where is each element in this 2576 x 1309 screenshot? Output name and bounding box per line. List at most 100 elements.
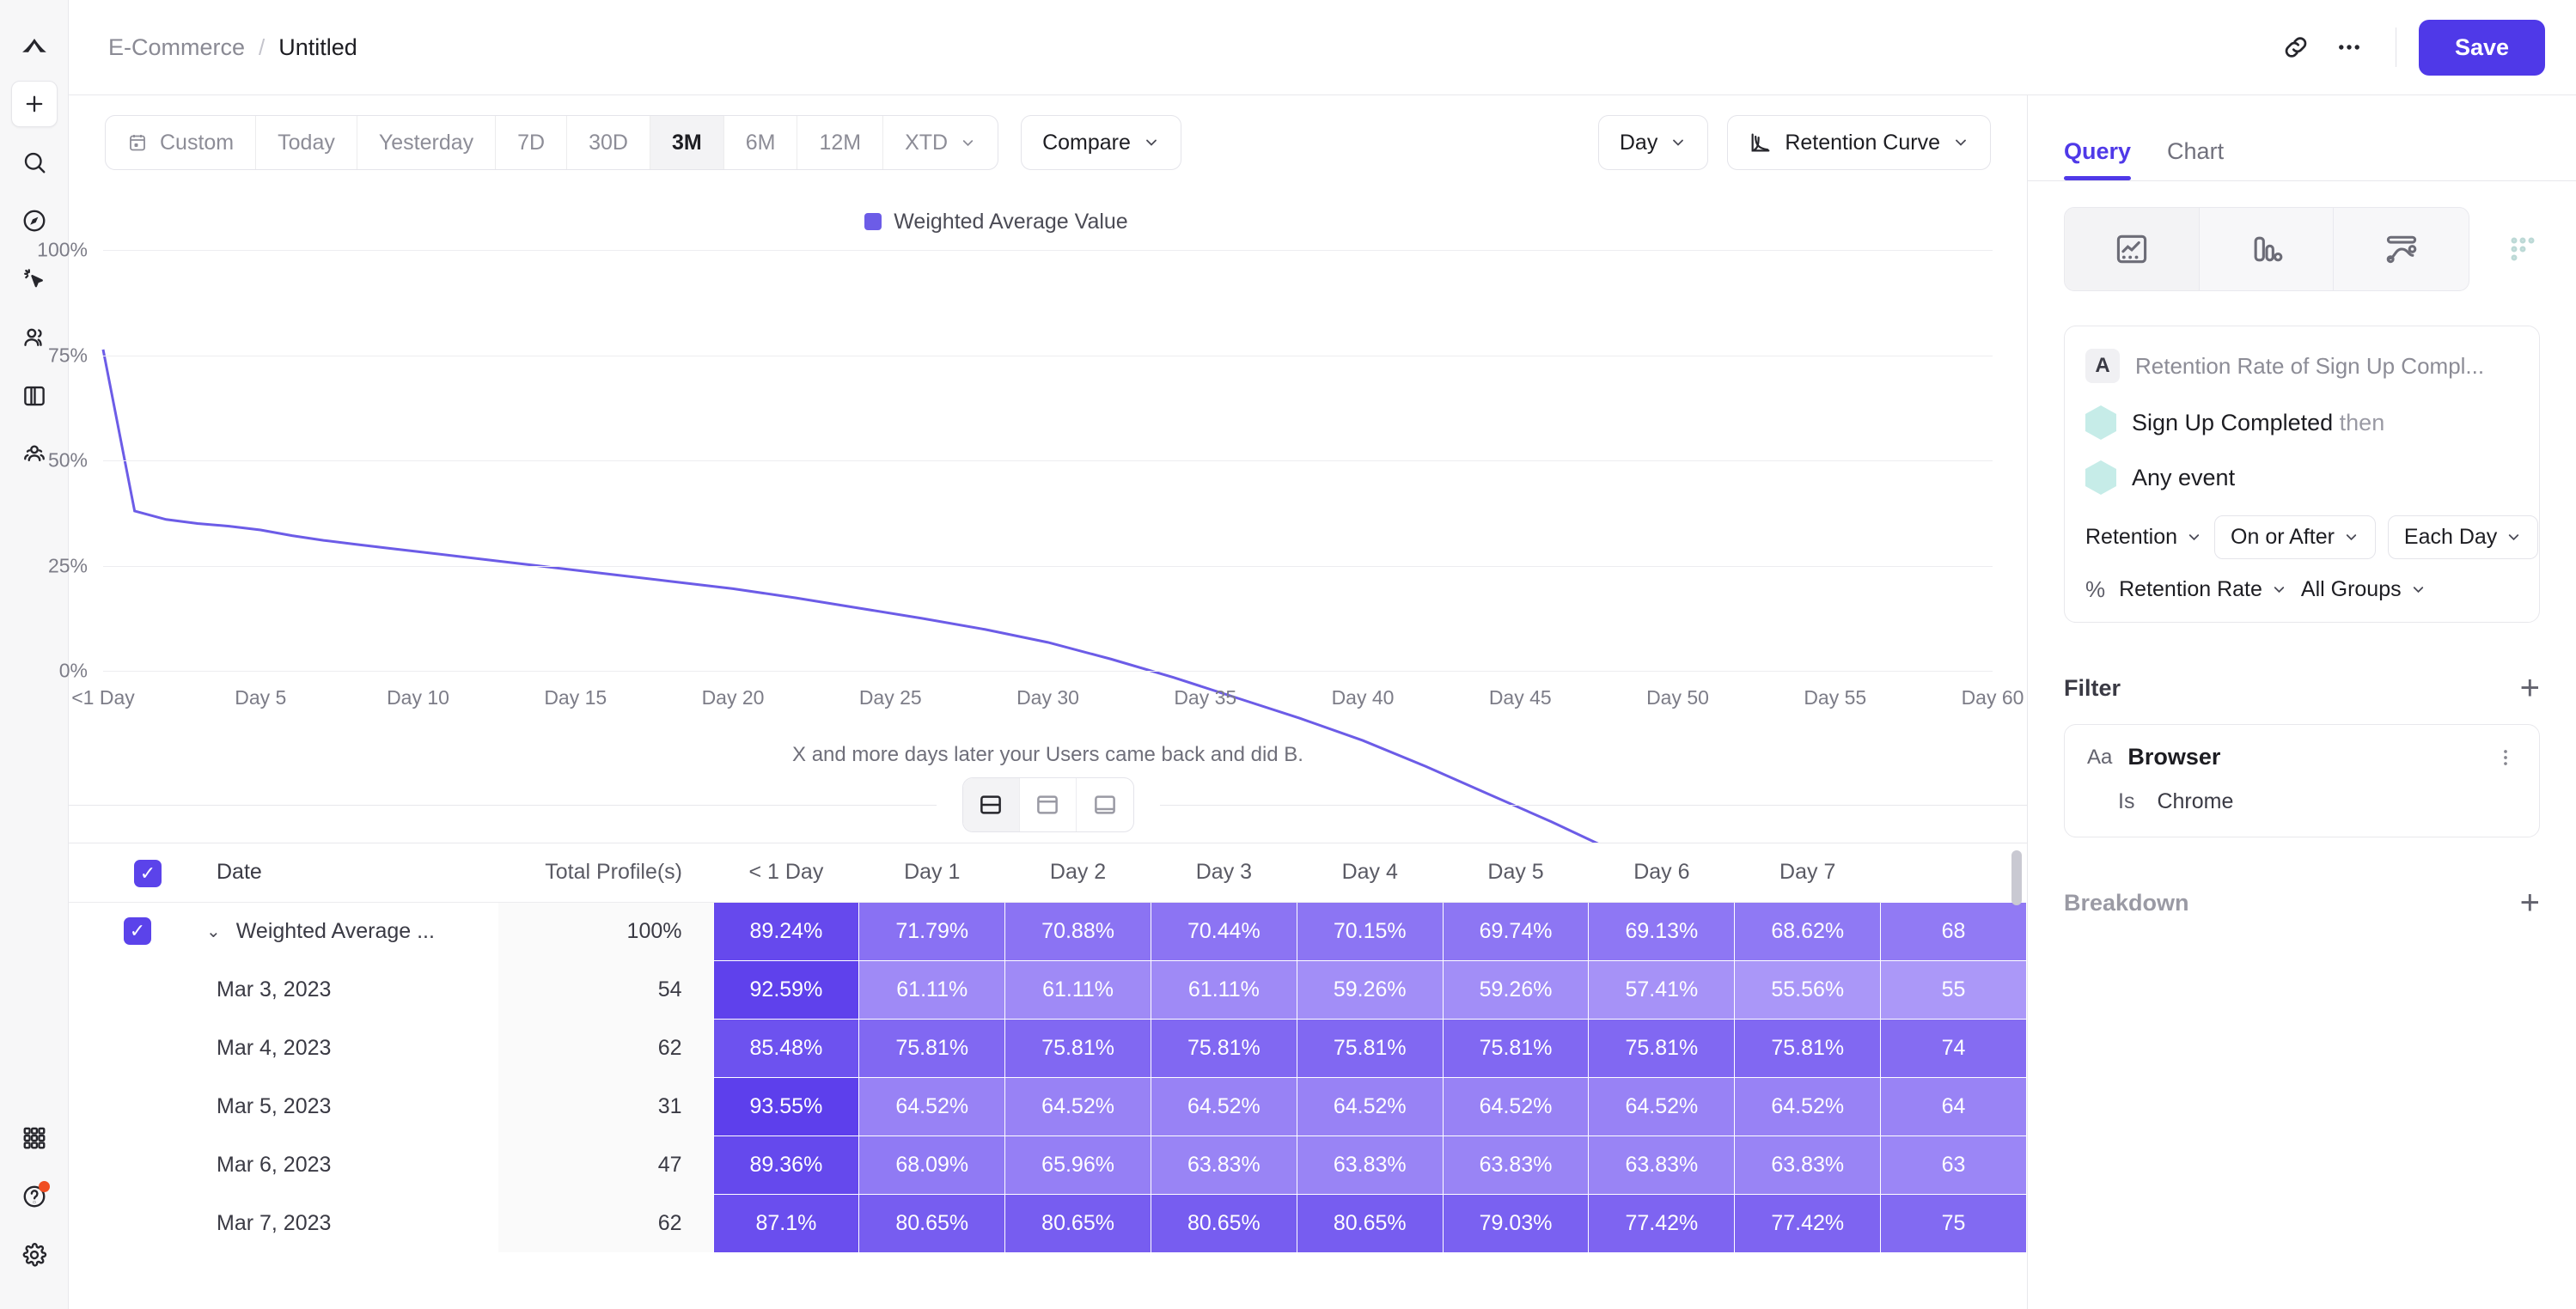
cell-retention: 80.65% [1004, 1193, 1151, 1253]
chart-type-select[interactable]: Retention Curve [1727, 115, 1991, 170]
page-title[interactable]: Untitled [278, 33, 357, 60]
cell-retention: 80.65% [858, 1193, 1006, 1253]
users-icon[interactable] [11, 314, 58, 361]
table-row[interactable]: Mar 7, 2023 62 87.1% 80.65% 80.65% 80.65% 80.6… [69, 1193, 2027, 1253]
cursor-click-icon[interactable] [11, 256, 58, 302]
flow-chart-icon[interactable] [2334, 208, 2469, 290]
save-button[interactable]: Save [2418, 19, 2545, 76]
link-icon[interactable] [2272, 23, 2320, 71]
split-horizontal-view[interactable] [962, 778, 1020, 831]
panel-book-icon[interactable] [11, 373, 58, 419]
bar-chart-icon[interactable] [2200, 208, 2335, 290]
x-axis-tick: Day 50 [1646, 686, 1709, 709]
table-header: ✓ Date Total Profile(s) < 1 Day Day 1 Day 2 Da… [69, 843, 2027, 903]
granularity-select[interactable]: Day [1597, 115, 1709, 170]
retention-window-select[interactable]: On or After [2214, 515, 2376, 559]
grid-line [103, 671, 1993, 672]
y-axis-tick: 25% [47, 554, 88, 576]
settings-gear-icon[interactable] [11, 1232, 58, 1278]
cell-retention: 69.74% [1442, 901, 1590, 961]
range-12m[interactable]: 12M [797, 116, 884, 169]
range-3m[interactable]: 3M [650, 116, 724, 169]
table-vertical-scrollbar[interactable] [2011, 850, 2022, 905]
metric-select[interactable]: Retention Rate [2119, 577, 2287, 602]
range-30d[interactable]: 30D [567, 116, 650, 169]
range-xtd[interactable]: XTD [883, 116, 998, 169]
query-title[interactable]: Retention Rate of Sign Up Compl... [2135, 352, 2485, 379]
add-button[interactable] [10, 81, 58, 127]
audience-group-icon[interactable] [11, 431, 58, 478]
legend-swatch [864, 213, 882, 230]
table-row[interactable]: Mar 3, 2023 54 92.59% 61.11% 61.11% 61.11% 59.… [69, 959, 2027, 1020]
line-chart-icon[interactable] [2065, 208, 2200, 290]
query-header: A Retention Rate of Sign Up Compl... [2065, 344, 2539, 395]
range-custom[interactable]: Custom [106, 116, 257, 169]
range-7d[interactable]: 7D [496, 116, 568, 169]
range-yesterday[interactable]: Yesterday [357, 116, 497, 169]
cell-retention: 64.52% [1296, 1076, 1444, 1136]
kebab-menu-icon[interactable] [2494, 746, 2517, 769]
query-event-row[interactable]: Any event [2065, 450, 2539, 505]
cell-retention: 61.11% [1004, 959, 1151, 1020]
table-only-view[interactable] [1077, 778, 1133, 831]
chart-type-segmented [2064, 207, 2469, 291]
tab-chart[interactable]: Chart [2167, 138, 2225, 164]
retention-type-select[interactable]: Retention [2085, 525, 2202, 550]
expand-caret-icon[interactable]: ⌄ [206, 922, 221, 941]
ellipsis-icon[interactable] [2325, 23, 2373, 71]
compass-icon[interactable] [11, 198, 58, 244]
x-axis-tick: Day 10 [387, 686, 449, 709]
table-row[interactable]: Mar 4, 2023 62 85.48% 75.81% 75.81% 75.81% 75.… [69, 1018, 2027, 1078]
cell-retention: 64.52% [1004, 1076, 1151, 1136]
query-event-row[interactable]: Sign Up Completed then [2065, 395, 2539, 450]
row-label-aggregate[interactable]: ✓ ⌄ Weighted Average ... [69, 902, 498, 960]
cell-total-profiles: 31 [498, 1077, 713, 1135]
table-row[interactable]: Mar 5, 2023 31 93.55% 64.52% 64.52% 64.52% 64.… [69, 1076, 2027, 1136]
filter-item[interactable]: Aa Browser Is Chrome [2064, 724, 2540, 837]
retention-curve-icon [1751, 133, 1770, 152]
table-row[interactable]: Mar 6, 2023 47 89.36% 68.09% 65.96% 63.83% 63.… [69, 1135, 2027, 1195]
table-row[interactable]: ✓ ⌄ Weighted Average ... 100% 89.24% 71.79% 70… [69, 901, 2027, 961]
range-label: Today [278, 130, 335, 155]
column-header-day: Day 1 [858, 843, 1005, 903]
select-all-checkbox[interactable]: ✓ [134, 860, 162, 888]
column-header-day: Day 7 [1734, 843, 1881, 903]
add-filter-button[interactable]: + [2519, 669, 2540, 707]
cell-retention: 55.56% [1734, 959, 1882, 1020]
column-header-day: Day 3 [1151, 843, 1297, 903]
chevron-down-icon [1673, 139, 1684, 146]
tab-query[interactable]: Query [2064, 138, 2132, 180]
search-icon[interactable] [11, 139, 58, 186]
apps-grid-icon[interactable] [11, 1115, 58, 1161]
chevron-down-icon [2509, 534, 2519, 541]
add-breakdown-button[interactable]: + [2519, 884, 2540, 922]
query-card: A Retention Rate of Sign Up Compl... Sig… [2064, 326, 2540, 623]
row-checkbox[interactable]: ✓ [124, 917, 151, 946]
group-select[interactable]: All Groups [2301, 577, 2426, 602]
chevron-down-icon [2188, 534, 2200, 541]
compare-button[interactable]: Compare [1021, 115, 1181, 170]
column-header-date[interactable]: ✓ Date [69, 843, 498, 903]
text-type-icon: Aa [2087, 745, 2113, 769]
cell-retention: 75.81% [1004, 1018, 1151, 1078]
cell-retention: 55 [1880, 959, 2027, 1020]
chart-x-axis-title: X and more days later your Users came ba… [792, 743, 1303, 766]
range-6m[interactable]: 6M [724, 116, 798, 169]
cell-retention: 64 [1880, 1076, 2027, 1136]
chevron-down-icon [2274, 587, 2285, 594]
range-today[interactable]: Today [256, 116, 357, 169]
left-nav-rail [0, 0, 69, 1309]
cell-retention: 61.11% [858, 959, 1006, 1020]
filter-value[interactable]: Chrome [2157, 789, 2234, 813]
cell-retention: 93.55% [712, 1076, 860, 1136]
chart-only-view[interactable] [1020, 778, 1077, 831]
row-label: Weighted Average ... [235, 918, 435, 943]
grid-dots-icon[interactable] [2506, 232, 2540, 266]
retention-interval-select[interactable]: Each Day [2387, 515, 2539, 559]
chevron-down-icon [1146, 139, 1157, 146]
retention-interval-label: Each Day [2403, 525, 2498, 549]
query-badge: A [2085, 349, 2120, 383]
cell-retention: 63.83% [1588, 1135, 1736, 1195]
breadcrumb-project[interactable]: E-Commerce [108, 33, 246, 60]
help-icon[interactable] [11, 1173, 58, 1220]
